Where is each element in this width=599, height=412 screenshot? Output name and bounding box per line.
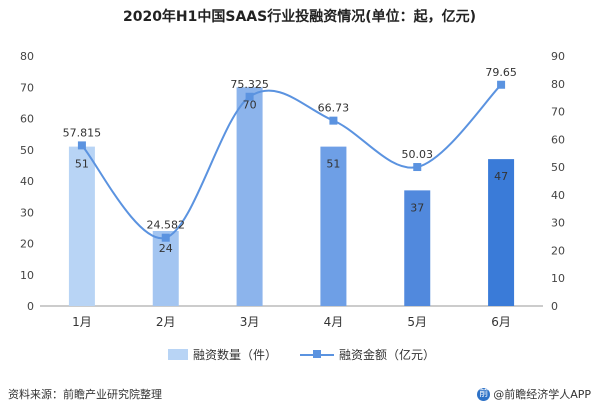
left-tick-label: 60 <box>20 113 34 126</box>
line-marker <box>77 141 86 150</box>
left-tick-label: 50 <box>20 144 34 157</box>
line-value-label: 24.582 <box>147 219 186 232</box>
category-label: 3月 <box>240 315 260 329</box>
line-value-label: 57.815 <box>63 126 102 139</box>
category-label: 6月 <box>491 315 511 329</box>
left-tick-label: 40 <box>20 175 34 188</box>
right-tick-label: 30 <box>551 217 565 230</box>
combo-chart: 0 10 20 30 40 50 60 70 80 0 10 20 30 40 50 60 70 80 90 1月 2月… <box>20 50 565 329</box>
bar-value-label: 37 <box>410 201 424 214</box>
legend: 融资数量（件） 融资金额（亿元） <box>0 346 599 366</box>
left-tick-label: 80 <box>20 50 34 63</box>
legend-item-line: 融资金额（亿元） <box>300 346 435 363</box>
line-value-label: 66.73 <box>318 102 350 115</box>
footer: 资料来源：前瞻产业研究院整理 前 @前瞻经济学人APP <box>0 384 599 404</box>
bar-value-label: 24 <box>159 242 173 255</box>
line-marker <box>497 80 506 89</box>
category-label: 1月 <box>72 315 92 329</box>
legend-line-swatch <box>300 349 334 360</box>
right-tick-label: 0 <box>551 300 558 313</box>
right-tick-label: 70 <box>551 106 565 119</box>
right-tick-label: 80 <box>551 78 565 91</box>
line-value-label: 50.03 <box>402 148 434 161</box>
chart-title: 2020年H1中国SAAS行业投融资情况(单位：起，亿元) <box>122 9 477 25</box>
source-note: 资料来源：前瞻产业研究院整理 <box>8 388 162 401</box>
bar <box>68 146 95 306</box>
bar <box>152 231 179 306</box>
bar-value-label: 51 <box>326 158 340 171</box>
line-value-label: 79.65 <box>485 66 517 79</box>
line-marker <box>245 92 254 101</box>
left-tick-label: 20 <box>20 238 34 251</box>
category-label: 2月 <box>156 315 176 329</box>
bar-value-label: 70 <box>243 98 257 111</box>
legend-bar-swatch <box>168 349 188 360</box>
bar <box>320 146 347 306</box>
series-line <box>81 84 502 240</box>
bar-value-label: 47 <box>494 170 508 183</box>
legend-bar-label: 融资数量（件） <box>193 348 278 362</box>
bar <box>488 159 515 306</box>
left-tick-label: 0 <box>27 300 34 313</box>
category-label: 5月 <box>407 315 427 329</box>
right-tick-label: 50 <box>551 161 565 174</box>
right-tick-label: 10 <box>551 272 565 285</box>
line-marker <box>161 233 170 242</box>
bar <box>404 190 431 306</box>
right-tick-label: 90 <box>551 50 565 63</box>
bar-value-label: 51 <box>75 158 89 171</box>
line-marker <box>413 163 422 172</box>
category-label: 4月 <box>324 315 344 329</box>
line-value-label: 75.325 <box>230 78 269 91</box>
left-tick-label: 30 <box>20 206 34 219</box>
right-tick-label: 40 <box>551 189 565 202</box>
brand-logo-icon: 前 <box>477 387 491 401</box>
left-tick-label: 70 <box>20 81 34 94</box>
legend-line-label: 融资金额（亿元） <box>339 348 436 362</box>
left-tick-label: 10 <box>20 269 34 282</box>
line-marker <box>329 116 338 125</box>
legend-item-bar: 融资数量（件） <box>168 346 277 363</box>
brand-text: @前瞻经济学人APP <box>493 388 591 401</box>
right-tick-label: 20 <box>551 244 565 257</box>
bar <box>236 87 263 306</box>
right-tick-label: 60 <box>551 133 565 146</box>
brand-credit: 前 @前瞻经济学人APP <box>477 386 591 402</box>
